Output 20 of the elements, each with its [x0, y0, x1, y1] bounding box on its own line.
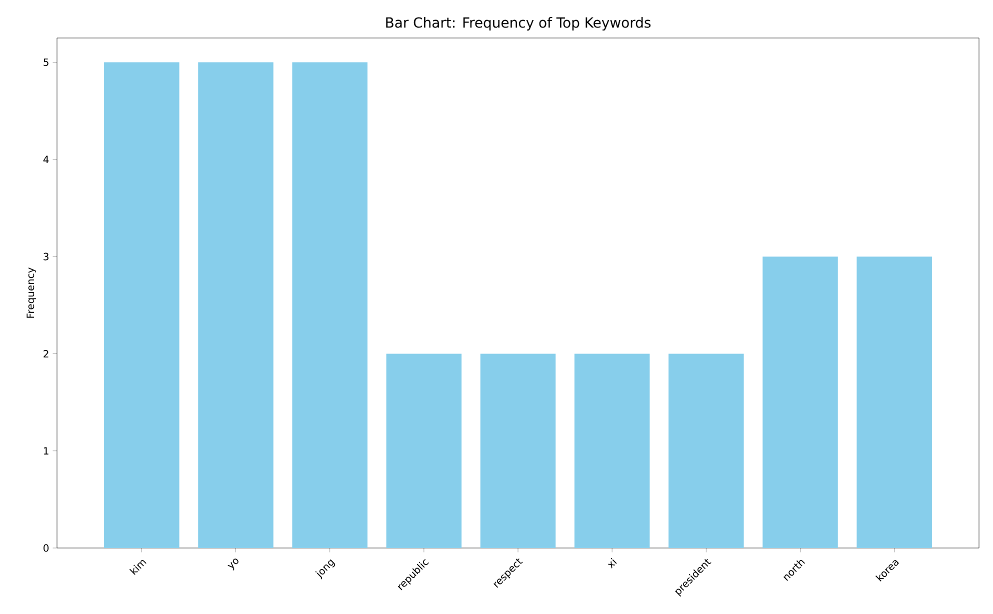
bar — [480, 354, 556, 548]
x-tick-label: xi — [608, 558, 617, 569]
y-tick-label: 4 — [43, 156, 49, 164]
y-tick-label: 1 — [44, 447, 48, 454]
y-tick-label: 0 — [44, 544, 49, 552]
bar — [856, 256, 932, 548]
y-axis-title: Frequency — [26, 268, 36, 318]
bar — [104, 62, 180, 548]
x-tick-label: yo — [228, 558, 238, 571]
bar — [762, 256, 838, 548]
bar — [668, 354, 744, 548]
y-tick-label: 5 — [44, 58, 48, 66]
y-tick-label: 2 — [44, 350, 48, 358]
bar — [198, 62, 274, 548]
bar — [574, 354, 650, 548]
chart-title: Bar Chart: Frequency of Top Keywords — [386, 17, 651, 31]
bar — [292, 62, 368, 548]
y-tick-label: 3 — [44, 252, 48, 260]
x-tick-label: kim — [129, 560, 146, 575]
bar — [386, 354, 462, 548]
